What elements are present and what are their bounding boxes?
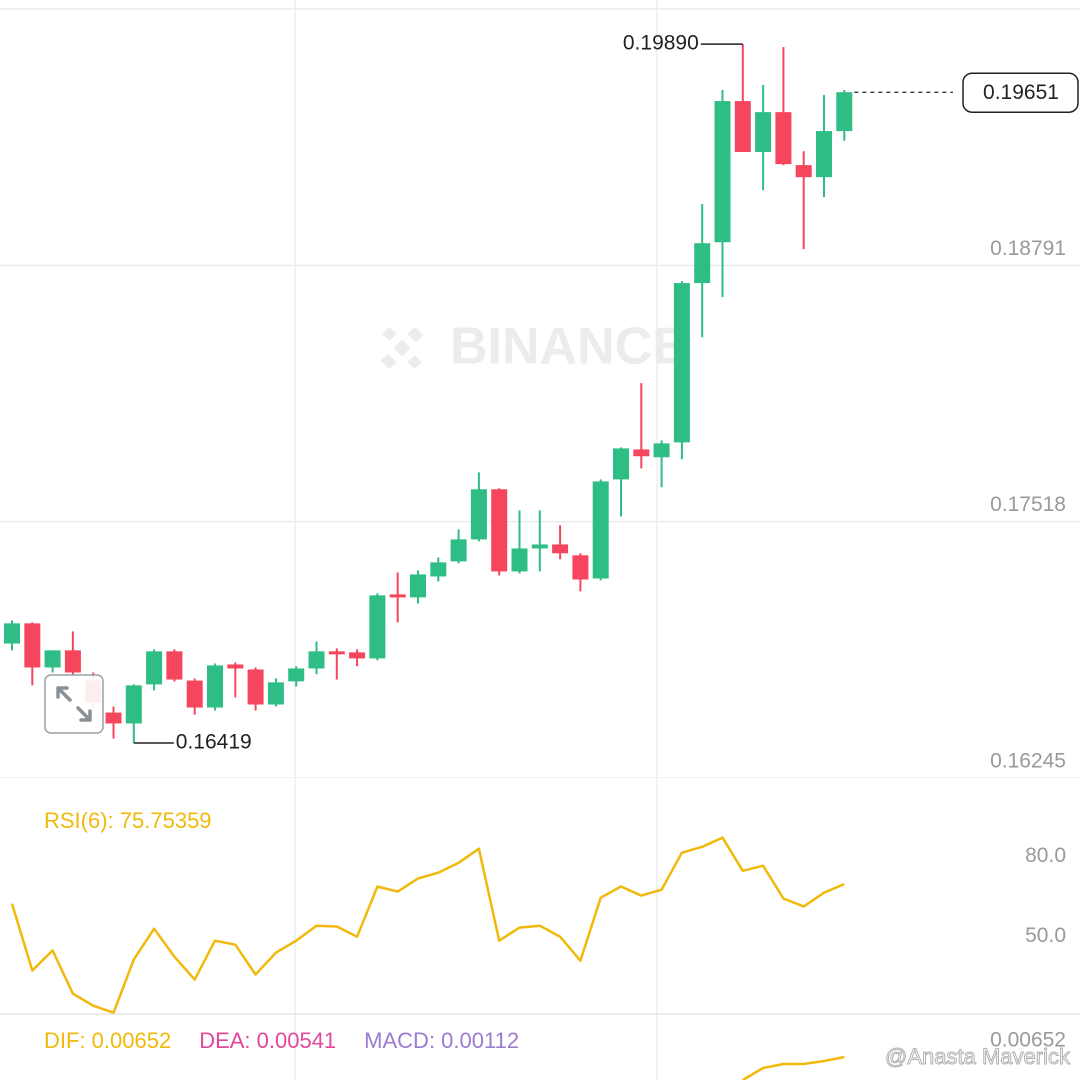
candle-body	[227, 664, 244, 669]
watermark-logo	[380, 326, 424, 370]
candle-body	[64, 650, 81, 673]
expand-button[interactable]	[44, 674, 104, 734]
series-line	[742, 1055, 845, 1080]
candle-body	[44, 650, 61, 668]
candle-body	[410, 574, 426, 598]
candle-body	[775, 112, 792, 165]
candle-body	[836, 92, 853, 132]
candle-body	[714, 101, 731, 243]
candle-body	[491, 489, 508, 572]
candle-body	[572, 555, 589, 580]
watermark: BINANCE	[450, 318, 687, 376]
candle-body	[734, 101, 751, 153]
credit: @Anasta Maverick	[885, 1044, 1071, 1069]
candle-body	[186, 680, 203, 708]
overlay: 0.16245 0.17518 0.18791 0.20064 0.19890 0.164…	[44, 0, 1079, 1053]
low-label: 0.16419	[176, 731, 252, 754]
candle-body	[288, 668, 305, 682]
candle-body	[592, 481, 609, 579]
candle-body	[552, 544, 569, 554]
macd-panel	[742, 1055, 845, 1080]
candle-body	[308, 651, 325, 669]
y-tick-label: 0.20064	[990, 0, 1066, 4]
legend-entry: DEA: 0.00541	[199, 1028, 336, 1053]
candle-body	[470, 489, 487, 540]
candle-body	[694, 243, 711, 284]
legend-entry: DIF: 0.00652	[44, 1028, 171, 1053]
candle-body	[430, 562, 447, 577]
y-tick-label: 0.18791	[990, 237, 1066, 260]
indicator-title: RSI(6): 75.75359	[44, 808, 212, 833]
candle-body	[389, 594, 406, 598]
candle-body	[207, 665, 223, 708]
price-panel	[0, 8, 1080, 778]
candle-body	[816, 131, 832, 178]
y-tick-label: 50.0	[1025, 924, 1066, 947]
candle-body	[349, 652, 366, 659]
candle-body	[795, 165, 812, 178]
series-line	[10, 836, 845, 1014]
candle-body	[24, 623, 41, 668]
y-tick-label: 80.0	[1025, 844, 1066, 867]
candle-body	[105, 712, 122, 724]
candle-body	[247, 669, 264, 705]
candle-body	[166, 651, 183, 680]
y-tick-label: 0.00652	[990, 1029, 1066, 1052]
candle-body	[125, 685, 142, 724]
candle-body	[531, 544, 548, 549]
candle-body	[673, 283, 690, 443]
candle-body	[4, 623, 20, 644]
candle-body	[267, 682, 284, 705]
candle-body	[146, 651, 163, 685]
candle-body	[755, 112, 772, 153]
legend-entry: MACD: 0.00112	[364, 1028, 519, 1053]
candle-body	[613, 448, 629, 480]
candle-body	[511, 548, 528, 572]
candle-body	[369, 595, 386, 659]
candle-body	[653, 443, 670, 458]
last-price-label: 0.19651	[983, 81, 1059, 104]
y-tick-label: 0.16245	[990, 750, 1066, 773]
rsi-panel	[10, 836, 845, 1014]
candle-body	[328, 651, 345, 655]
last-price-box	[962, 72, 1079, 113]
candle-body	[450, 539, 467, 562]
candle-body	[633, 449, 650, 457]
y-tick-label: 0.17518	[990, 493, 1066, 516]
high-label: 0.19890	[623, 32, 699, 55]
